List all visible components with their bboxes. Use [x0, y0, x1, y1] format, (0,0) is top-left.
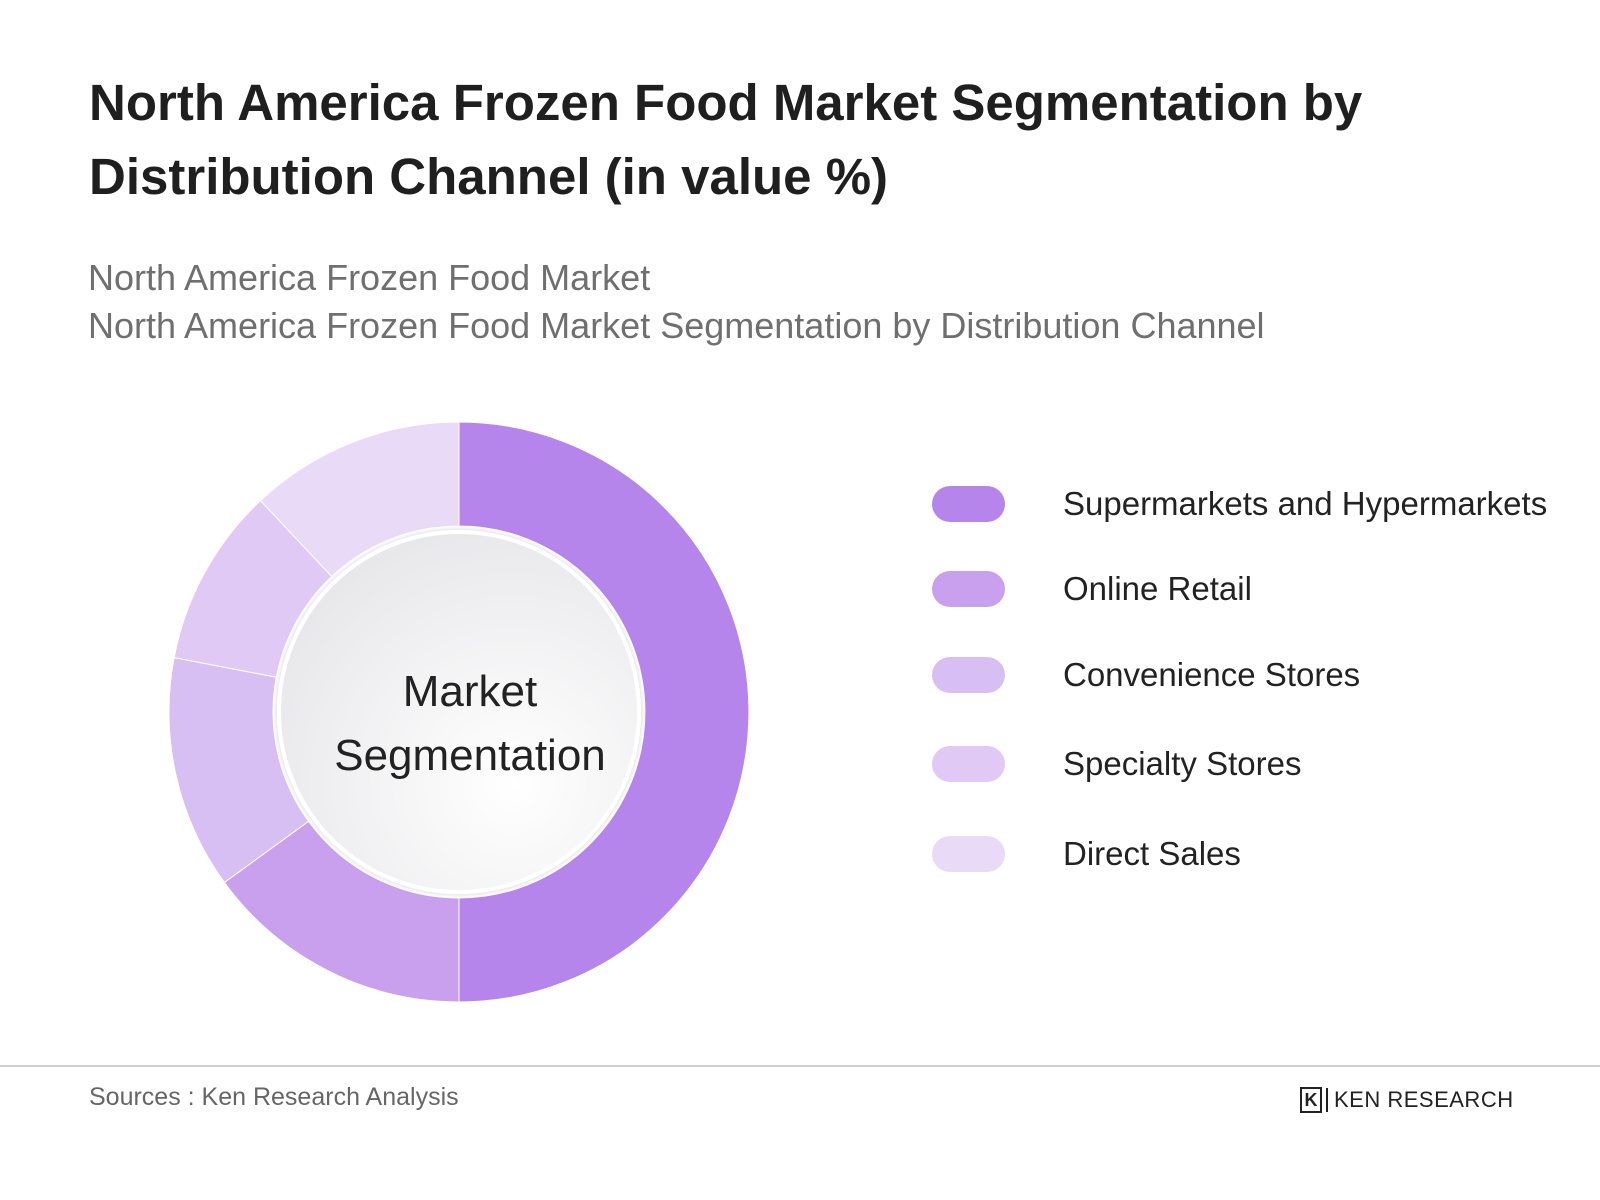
subtitle: North America Frozen Food Market North A…: [88, 254, 1538, 350]
legend-item: Specialty Stores: [932, 744, 1572, 784]
legend-swatch: [932, 486, 1005, 522]
brand-separator: [1326, 1088, 1328, 1112]
legend-label: Specialty Stores: [1063, 745, 1302, 782]
legend-swatch: [932, 657, 1005, 693]
legend-label: Online Retail: [1063, 570, 1252, 607]
brand-logo-mark: K: [1300, 1087, 1322, 1113]
legend-item: Online Retail: [932, 569, 1572, 609]
center-label-line-1: Market: [402, 667, 538, 716]
subtitle-line-2: North America Frozen Food Market Segment…: [88, 305, 1265, 346]
brand-logo: K KEN RESEARCH: [1300, 1084, 1514, 1116]
legend-label: Supermarkets and Hypermarkets: [1063, 485, 1548, 522]
donut-slice: [259, 421, 460, 578]
legend-label: Direct Sales: [1063, 835, 1241, 872]
donut-chart: [168, 421, 750, 1003]
legend-swatch: [932, 571, 1005, 607]
legend-item: Convenience Stores: [932, 655, 1572, 695]
legend-item: Direct Sales: [932, 834, 1572, 874]
footer-divider: [0, 1065, 1600, 1067]
legend-label: Convenience Stores: [1063, 656, 1361, 693]
sources-note: Sources : Ken Research Analysis: [89, 1083, 459, 1111]
chart-title: North America Frozen Food Market Segment…: [89, 74, 1363, 205]
brand-name: KEN RESEARCH: [1334, 1087, 1514, 1112]
donut-center: [277, 530, 641, 894]
center-label-line-2: Segmentation: [334, 731, 606, 780]
donut-slice: [458, 421, 750, 1003]
subtitle-line-1: North America Frozen Food Market: [88, 257, 651, 298]
legend-item: Supermarkets and Hypermarkets: [932, 484, 1572, 524]
donut-center-label: Market Segmentation: [290, 660, 650, 788]
legend-swatch: [932, 746, 1005, 782]
legend-swatch: [932, 836, 1005, 872]
